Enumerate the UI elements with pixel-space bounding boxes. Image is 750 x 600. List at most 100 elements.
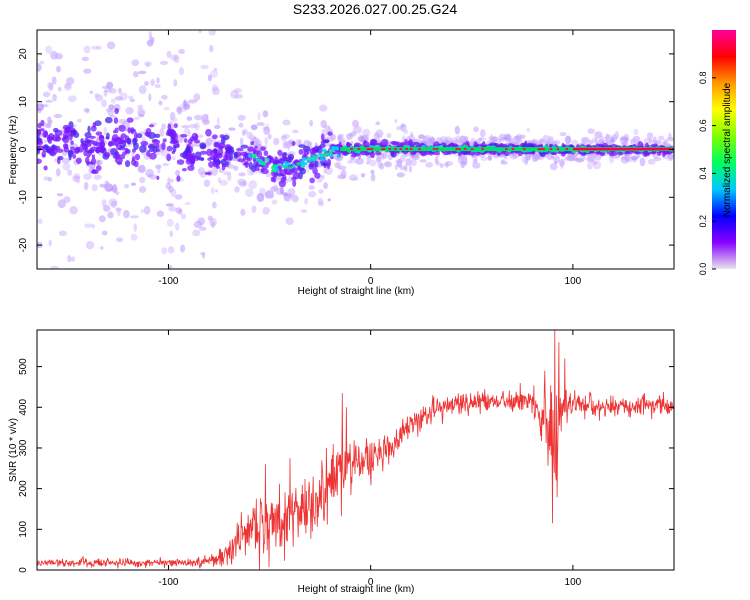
spectrogram-blob (172, 144, 177, 153)
spectrogram-blob (323, 182, 328, 190)
spectrogram-blob (176, 175, 181, 182)
spectrogram-blob (215, 189, 219, 193)
spectrogram-blob (73, 124, 77, 128)
x-tick-label: -100 (158, 276, 178, 287)
spectrogram-blob (260, 168, 269, 175)
spectrogram-blob (91, 154, 96, 159)
spectrogram-blob (88, 161, 93, 165)
spectrogram-blob (225, 161, 230, 165)
spectrogram-blob (116, 161, 123, 165)
spectrogram-blob (50, 265, 59, 269)
colorbar-tick-label: 0.0 (698, 263, 708, 276)
spectrogram-blob (348, 174, 358, 181)
spectrogram-blob (323, 166, 328, 174)
spectrogram-blob (662, 148, 666, 151)
spectrogram-blob (296, 162, 301, 166)
spectrogram-blob (316, 179, 323, 184)
spectrogram-blob (98, 8, 101, 13)
spectrogram-blob (211, 86, 220, 96)
spectrogram-blob (48, 148, 52, 154)
spectrogram-blob (185, 146, 191, 153)
y-tick-label: 200 (18, 480, 29, 497)
spectrogram-blob (148, 131, 156, 140)
spectrogram-blob (251, 165, 257, 172)
spectrogram-blob (399, 148, 403, 151)
spectrogram-blob (104, 180, 109, 186)
spectrogram-blob (488, 136, 496, 141)
spectrogram-blob (513, 136, 519, 140)
spectrogram-blob (652, 148, 656, 151)
spectrogram-blob (176, 106, 182, 113)
spectrogram-blob (273, 137, 280, 146)
spectrogram-blob (620, 156, 628, 160)
spectrogram-blob (205, 137, 213, 146)
spectrogram-blob (199, 142, 207, 150)
spectrogram-blob (287, 153, 294, 161)
spectrogram-y-ticks: -20 -10 0 10 20 (18, 48, 674, 252)
spectrogram-blob (327, 158, 332, 167)
spectrogram-blob (233, 165, 239, 171)
spectrogram-blob (242, 180, 248, 187)
spectrogram-blob (107, 211, 114, 219)
spectrogram-blob (178, 48, 185, 55)
spectrogram-blob (201, 287, 206, 294)
spectrogram-blob (100, 246, 104, 250)
spectrogram-blob (279, 186, 284, 195)
spectrogram-blob (288, 166, 293, 170)
spectrogram-blob (444, 160, 453, 167)
spectrogram-blob (118, 124, 126, 132)
spectrogram-blob (201, 113, 209, 123)
spectrogram-blob (80, 138, 84, 144)
spectrogram-blob (74, 175, 81, 180)
spectrogram-blob (163, 106, 170, 111)
spectrogram-blob (369, 159, 377, 167)
spectrogram-blob (382, 151, 388, 159)
spectrogram-blob (463, 148, 467, 151)
spectrogram-y-label: Frequency (Hz) (8, 116, 19, 185)
spectrogram-blob (69, 205, 78, 215)
spectrogram-blob (149, 36, 154, 46)
spectrogram-blob (166, 153, 172, 162)
spectrogram-blob (580, 136, 590, 143)
spectrogram-blob (178, 208, 183, 215)
spectrogram-blob (184, 201, 191, 206)
spectrogram-blob (316, 153, 320, 158)
spectrogram-blob (549, 163, 558, 171)
spectrogram-blob (417, 148, 421, 151)
spectrogram-blob (151, 1, 157, 6)
spectrogram-blob (45, 45, 53, 54)
spectrogram-blob (149, 152, 157, 160)
spectrogram-blob (425, 162, 434, 168)
spectrogram-blob (66, 77, 75, 85)
spectrogram-blob (114, 96, 124, 101)
spectrogram-blob (88, 8, 94, 15)
spectrogram-blob (129, 98, 136, 103)
spectrogram-blob (594, 131, 603, 139)
spectrogram-blob (43, 176, 50, 181)
spectrogram-blob (67, 95, 77, 103)
x-tick-label: 0 (368, 577, 374, 588)
spectrogram-blob (208, 160, 215, 168)
spectrogram-blob (133, 116, 141, 120)
spectrogram-blob (237, 178, 246, 186)
spectrogram-blob (53, 127, 59, 133)
spectrogram-blob (377, 160, 383, 168)
spectrogram-blob (319, 157, 326, 162)
y-tick-label: -10 (18, 190, 29, 205)
spectrogram-blob (103, 151, 111, 158)
spectrogram-blob (96, 159, 101, 167)
spectrogram-blob (91, 169, 99, 175)
spectrogram-blob (455, 139, 463, 144)
spectrogram-blob (553, 155, 560, 163)
spectrogram-blob (524, 157, 529, 166)
colorbar-tick-label: 0.2 (698, 215, 708, 228)
spectrogram-blob (137, 164, 146, 173)
spectrogram-blob (487, 155, 493, 161)
spectrogram-blob (253, 153, 258, 159)
spectrogram-blob (123, 138, 131, 143)
spectrogram-x-ticks: -100 0 100 (158, 30, 582, 287)
spectrogram-blob (72, 175, 80, 182)
spectrogram-blob (300, 209, 308, 213)
spectrogram-blob (332, 149, 336, 153)
